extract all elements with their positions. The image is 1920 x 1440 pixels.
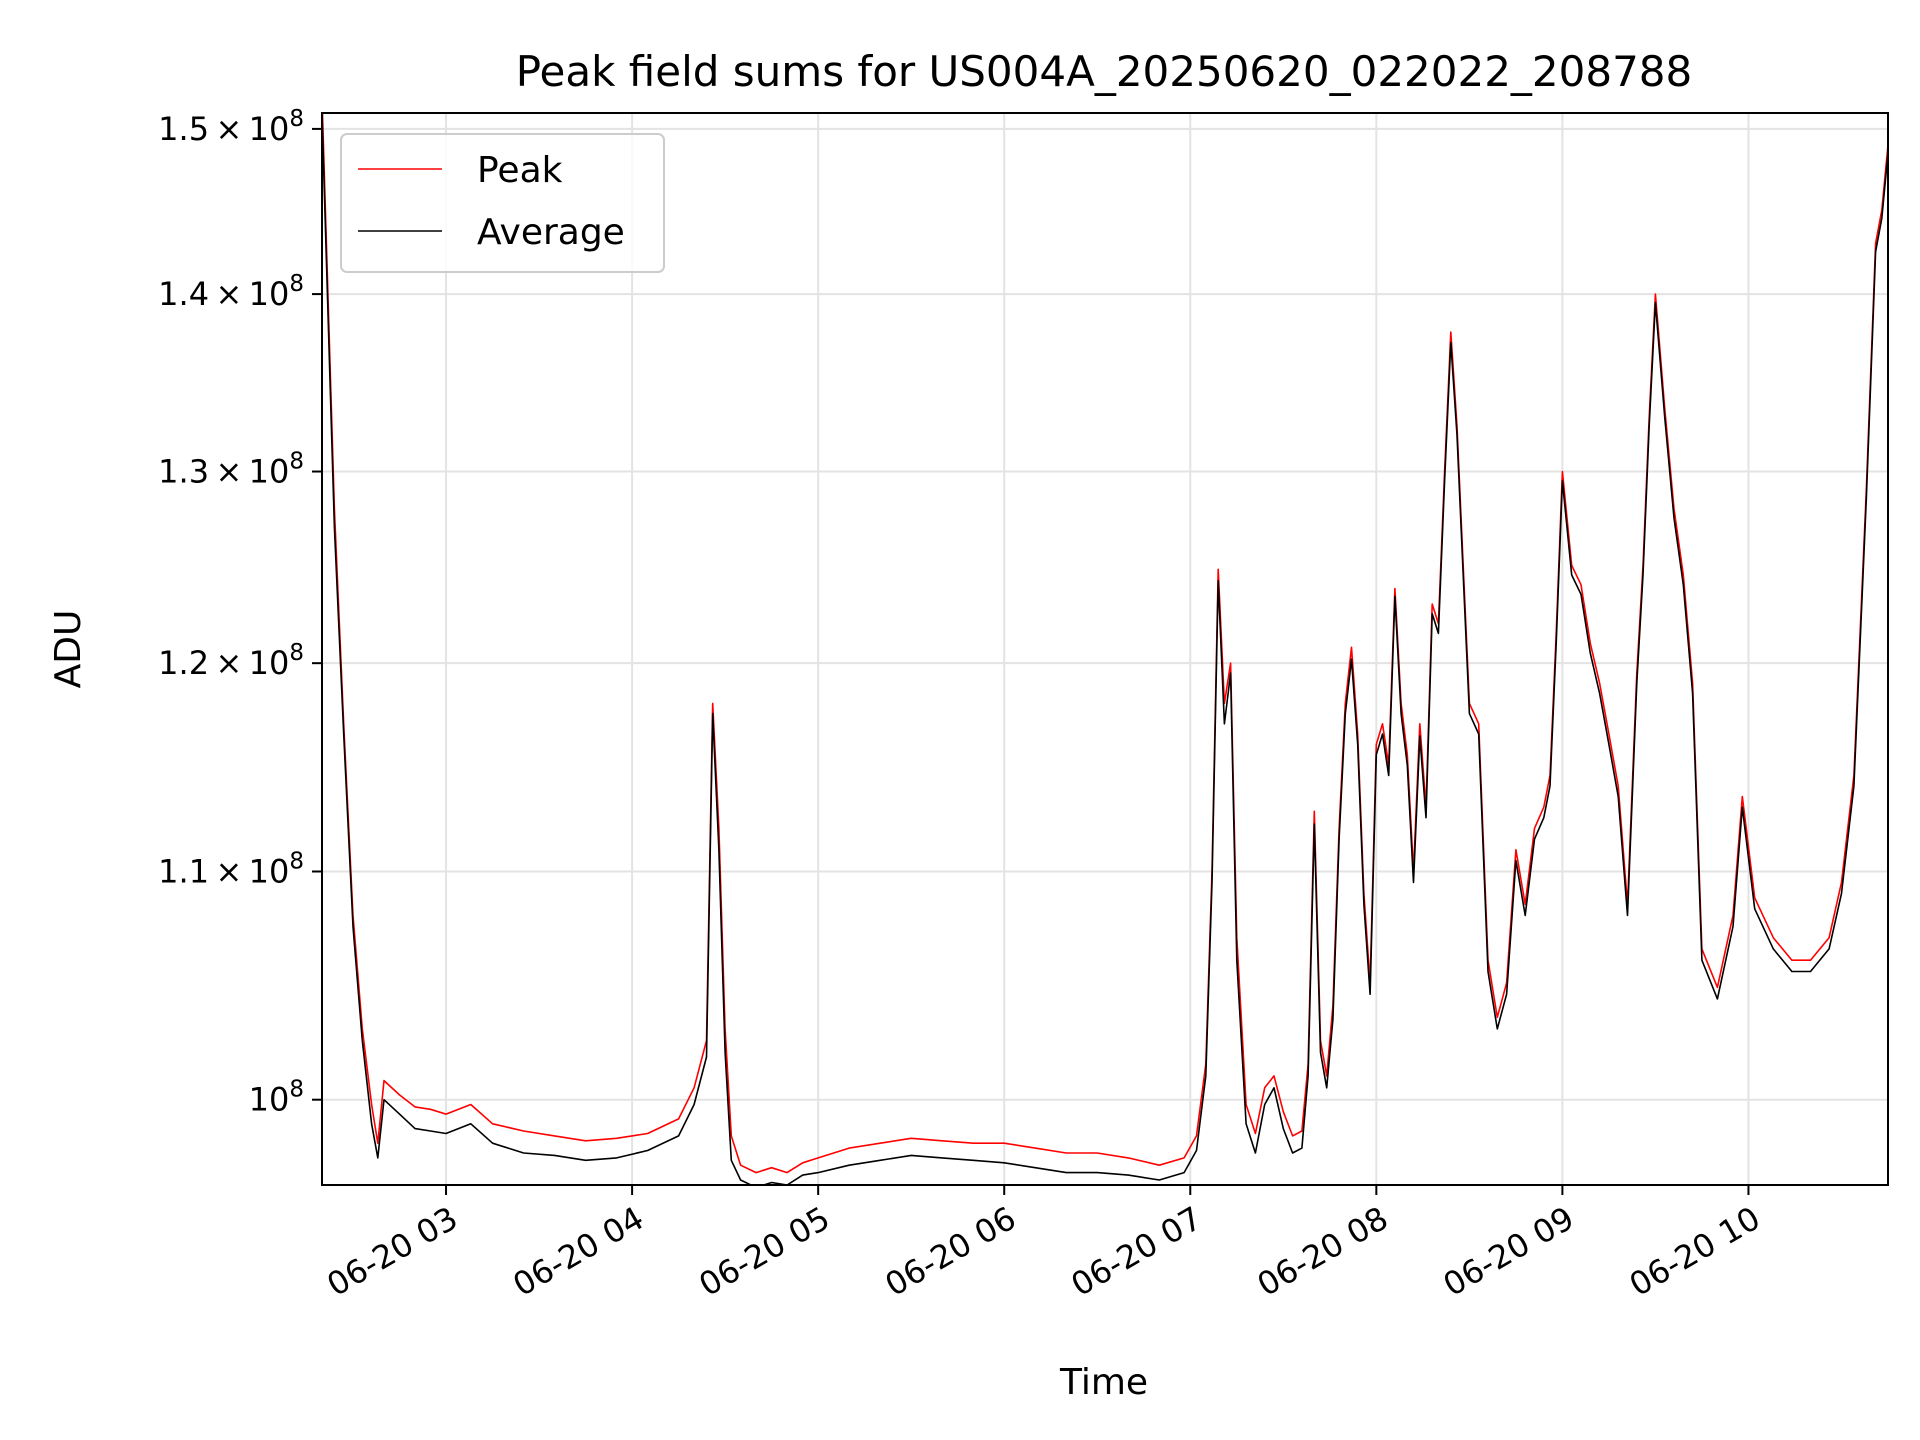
y-tick-exponent: 8 [289, 1077, 304, 1103]
x-tick-label: 06-20 05 [693, 1199, 837, 1304]
y-tick-exponent: 8 [289, 640, 304, 666]
x-tick-label: 06-20 04 [506, 1199, 650, 1304]
legend-label-average: Average [477, 212, 625, 253]
y-tick-label: 1.1 × 108 [158, 849, 304, 891]
y-tick-exponent: 8 [289, 106, 304, 132]
y-tick-label: 1.5 × 108 [158, 106, 304, 148]
y-axis-ticks: 108 1.1 × 108 1.2 × 108 1.3 × 108 1.4 × 108 1… [158, 106, 322, 1119]
x-tick-label: 06-20 06 [879, 1199, 1023, 1304]
chart-title: Peak field sums for US004A_20250620_0220… [516, 47, 1693, 96]
x-tick-label: 06-20 07 [1065, 1199, 1209, 1304]
series-lines [322, 113, 1888, 1185]
x-axis-label: Time [1059, 1362, 1148, 1403]
y-tick-exponent: 8 [289, 849, 304, 875]
x-tick-label: 06-20 09 [1437, 1199, 1581, 1304]
y-tick-label: 1.3 × 108 [158, 449, 304, 491]
x-axis-ticks: 06-20 03 06-20 04 06-20 05 06-20 06 06-20 07… [320, 1185, 1766, 1304]
grid [322, 113, 1888, 1185]
legend-label-peak: Peak [477, 150, 563, 191]
x-tick-label: 06-20 10 [1623, 1199, 1767, 1304]
plot-frame [321, 112, 1889, 1186]
y-tick-exponent: 8 [289, 271, 304, 297]
x-tick-label: 06-20 08 [1251, 1199, 1395, 1304]
y-tick-label: 1.2 × 108 [158, 640, 304, 682]
y-tick-exponent: 8 [289, 449, 304, 475]
y-tick-label: 108 [249, 1077, 304, 1119]
y-tick-label: 1.4 × 108 [158, 271, 304, 313]
y-axis-label: ADU [48, 610, 89, 689]
series-line-average [322, 113, 1888, 1185]
x-tick-label: 06-20 03 [320, 1199, 464, 1304]
legend: Peak Average [340, 133, 665, 273]
